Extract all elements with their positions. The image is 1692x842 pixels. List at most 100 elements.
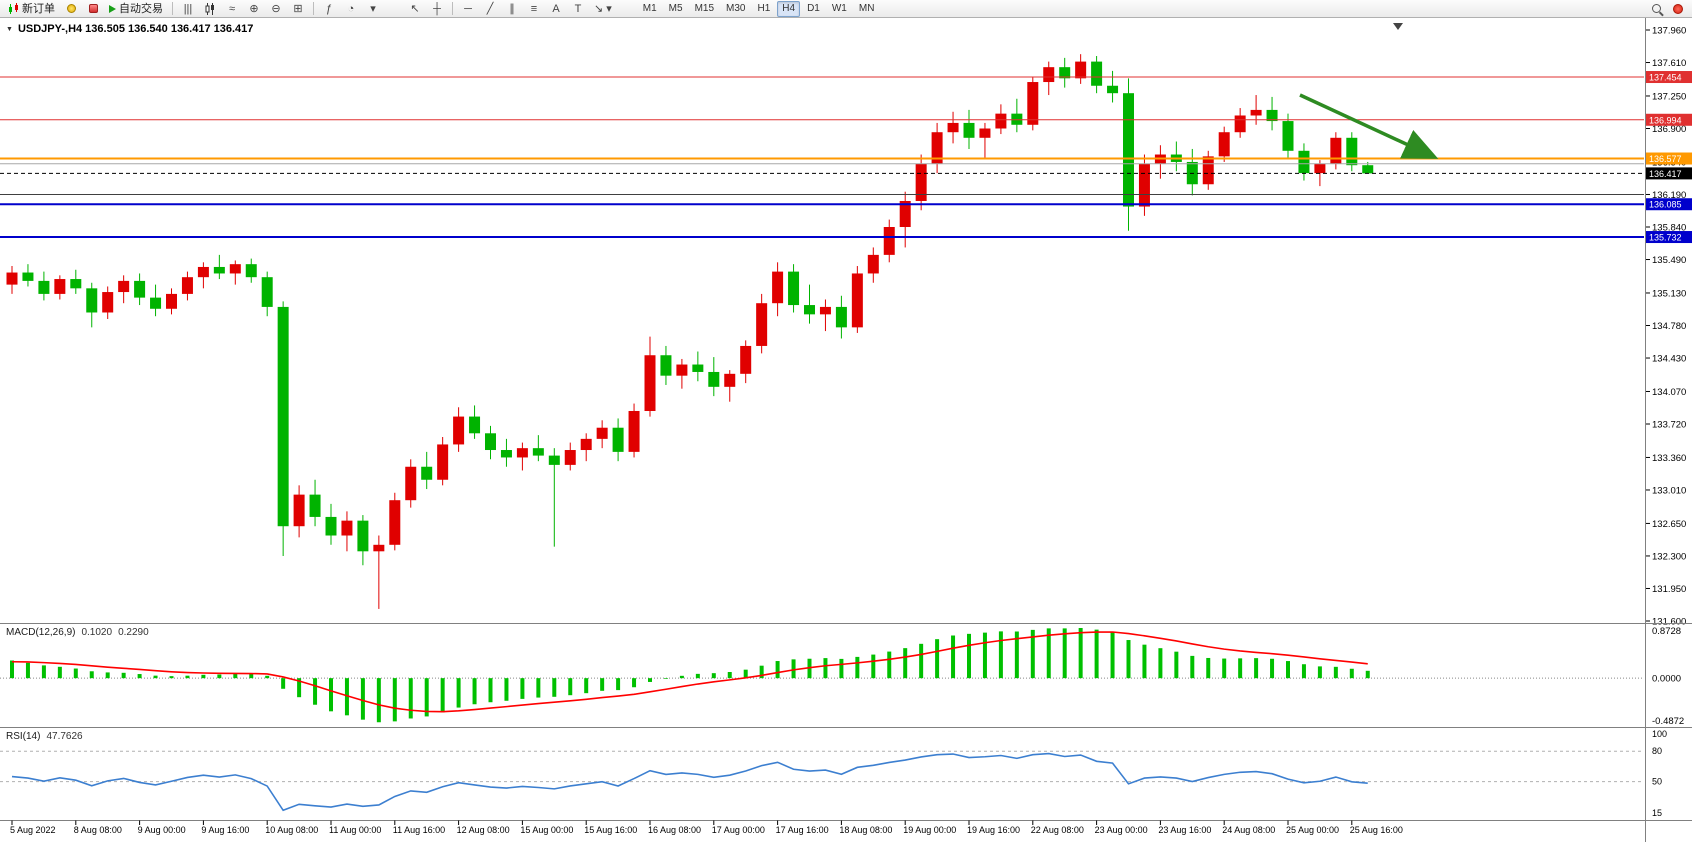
candlestick-button[interactable] bbox=[200, 1, 220, 17]
svg-text:5 Aug 2022: 5 Aug 2022 bbox=[10, 825, 56, 835]
indicators-icon: ƒ bbox=[325, 2, 333, 15]
svg-text:11 Aug 16:00: 11 Aug 16:00 bbox=[393, 825, 445, 835]
indicators-button[interactable]: ƒ bbox=[319, 1, 339, 17]
toolbar-separator bbox=[452, 2, 453, 15]
svg-text:136.577: 136.577 bbox=[1649, 154, 1682, 164]
svg-text:137.610: 137.610 bbox=[1652, 58, 1686, 69]
zoom-in-icon: ⊕ bbox=[249, 2, 259, 15]
text-tool-icon: A bbox=[552, 2, 560, 15]
tile-windows-button[interactable]: ⊞ bbox=[288, 1, 308, 17]
svg-text:136.417: 136.417 bbox=[1649, 169, 1682, 179]
svg-text:134.780: 134.780 bbox=[1652, 321, 1686, 332]
svg-text:9 Aug 00:00: 9 Aug 00:00 bbox=[138, 825, 186, 835]
fibonacci-tool-button[interactable]: ≡ bbox=[524, 1, 544, 17]
svg-text:135.732: 135.732 bbox=[1649, 233, 1682, 243]
svg-text:9 Aug 16:00: 9 Aug 16:00 bbox=[201, 825, 249, 835]
timeframe-h1-button[interactable]: H1 bbox=[757, 2, 771, 14]
notification-button[interactable] bbox=[1668, 1, 1688, 17]
zoom-out-icon: ⊖ bbox=[271, 2, 281, 15]
label-tool-button[interactable]: T bbox=[568, 1, 588, 17]
svg-text:12 Aug 08:00: 12 Aug 08:00 bbox=[457, 825, 510, 835]
svg-text:136.994: 136.994 bbox=[1649, 115, 1682, 125]
line-chart-button[interactable]: ≈ bbox=[222, 1, 242, 17]
templates-button[interactable]: ▾ bbox=[363, 1, 383, 17]
chart-shift-marker[interactable] bbox=[1393, 23, 1403, 30]
search-button[interactable] bbox=[1646, 1, 1666, 17]
svg-text:10 Aug 08:00: 10 Aug 08:00 bbox=[265, 825, 318, 835]
market-icon bbox=[88, 4, 98, 13]
price-tag bbox=[1646, 71, 1692, 84]
chevron-down-icon: ▾ bbox=[606, 2, 612, 15]
price-axis[interactable]: 137.960137.610137.250136.900136.540136.1… bbox=[1646, 26, 1686, 628]
svg-text:80: 80 bbox=[1652, 746, 1662, 756]
arrows-tool-button[interactable]: ↘ ▾ bbox=[590, 1, 616, 17]
svg-text:-0.4872: -0.4872 bbox=[1652, 716, 1684, 727]
line-chart-icon: ≈ bbox=[228, 2, 236, 15]
candlesticks bbox=[6, 54, 1374, 609]
timeframe-w1-button[interactable]: W1 bbox=[831, 2, 847, 14]
chevron-down-icon: ▾ bbox=[370, 2, 376, 15]
svg-text:131.600: 131.600 bbox=[1652, 617, 1686, 628]
bar-chart-button[interactable]: ||| bbox=[178, 1, 198, 17]
price-tag bbox=[1646, 231, 1692, 244]
arrow-tool-icon: ↘ bbox=[594, 2, 604, 15]
timeframe-m5-button[interactable]: M5 bbox=[668, 2, 683, 14]
svg-text:16 Aug 08:00: 16 Aug 08:00 bbox=[648, 825, 701, 835]
trendline-tool-button[interactable]: ╱ bbox=[480, 1, 500, 17]
chart-canvas[interactable]: 137.960137.610137.250136.900136.540136.1… bbox=[0, 18, 1692, 842]
price-tag bbox=[1646, 198, 1692, 211]
lamp-icon bbox=[66, 4, 76, 13]
text-tool-button[interactable]: A bbox=[546, 1, 566, 17]
toolbar-separator bbox=[313, 2, 314, 15]
svg-text:134.430: 134.430 bbox=[1652, 354, 1686, 365]
svg-text:131.950: 131.950 bbox=[1652, 584, 1686, 595]
time-axis[interactable]: 5 Aug 2022 8 Aug 08:00 9 Aug 00:00 9 Aug 16… bbox=[10, 820, 1403, 836]
search-icon bbox=[1651, 4, 1661, 13]
price-tag bbox=[1646, 113, 1692, 126]
cursor-button[interactable]: ↖ bbox=[405, 1, 425, 17]
crosshair-button[interactable]: ┼ bbox=[427, 1, 447, 17]
new-order-button[interactable]: 新订单 bbox=[4, 1, 59, 17]
horizontal-line-tool-button[interactable]: ─ bbox=[458, 1, 478, 17]
svg-text:15 Aug 00:00: 15 Aug 00:00 bbox=[520, 825, 573, 835]
svg-text:137.960: 137.960 bbox=[1652, 26, 1686, 37]
cursor-icon: ↖ bbox=[410, 2, 420, 15]
rsi-pane[interactable]: 100 80 50 15 bbox=[0, 729, 1667, 818]
channel-icon: ∥ bbox=[509, 2, 515, 15]
timeframe-m1-button[interactable]: M1 bbox=[642, 2, 657, 14]
timeframe-m15-button[interactable]: M15 bbox=[694, 2, 715, 14]
market-button[interactable] bbox=[83, 1, 103, 17]
signals-button[interactable] bbox=[61, 1, 81, 17]
price-tag bbox=[1646, 152, 1692, 165]
zoom-in-button[interactable]: ⊕ bbox=[244, 1, 264, 17]
horizontal-lines[interactable]: 137.454 136.994 136.577 136.417 136.085 135.7… bbox=[0, 71, 1692, 244]
svg-text:0.8728: 0.8728 bbox=[1652, 626, 1681, 637]
horizontal-line-icon: ─ bbox=[464, 2, 472, 15]
svg-text:25 Aug 00:00: 25 Aug 00:00 bbox=[1286, 825, 1339, 835]
svg-text:134.070: 134.070 bbox=[1652, 387, 1686, 398]
svg-text:50: 50 bbox=[1652, 777, 1662, 787]
timeframe-h4-button[interactable]: H4 bbox=[777, 0, 801, 17]
svg-text:23 Aug 16:00: 23 Aug 16:00 bbox=[1158, 825, 1211, 835]
svg-text:137.250: 137.250 bbox=[1652, 91, 1686, 102]
new-order-label: 新订单 bbox=[22, 2, 55, 15]
timeframe-m30-button[interactable]: M30 bbox=[726, 2, 746, 14]
period-button[interactable]: ◔ bbox=[341, 1, 361, 17]
timeframe-d1-button[interactable]: D1 bbox=[807, 2, 820, 14]
channel-tool-button[interactable]: ∥ bbox=[502, 1, 522, 17]
autotrading-button[interactable]: 自动交易 bbox=[105, 1, 167, 17]
trend-arrow[interactable] bbox=[1299, 93, 1439, 159]
autotrading-label: 自动交易 bbox=[119, 2, 163, 15]
macd-pane[interactable]: 0.8728 0.0000 -0.4872 bbox=[0, 626, 1684, 727]
svg-text:136.085: 136.085 bbox=[1649, 200, 1682, 210]
svg-text:19 Aug 00:00: 19 Aug 00:00 bbox=[903, 825, 956, 835]
timeframe-mn-button[interactable]: MN bbox=[858, 2, 875, 14]
svg-text:17 Aug 00:00: 17 Aug 00:00 bbox=[712, 825, 765, 835]
svg-text:132.650: 132.650 bbox=[1652, 519, 1686, 530]
svg-text:136.190: 136.190 bbox=[1652, 190, 1686, 201]
price-tag bbox=[1646, 167, 1692, 180]
zoom-out-button[interactable]: ⊖ bbox=[266, 1, 286, 17]
tile-windows-icon: ⊞ bbox=[293, 2, 303, 15]
notification-icon bbox=[1673, 3, 1683, 14]
